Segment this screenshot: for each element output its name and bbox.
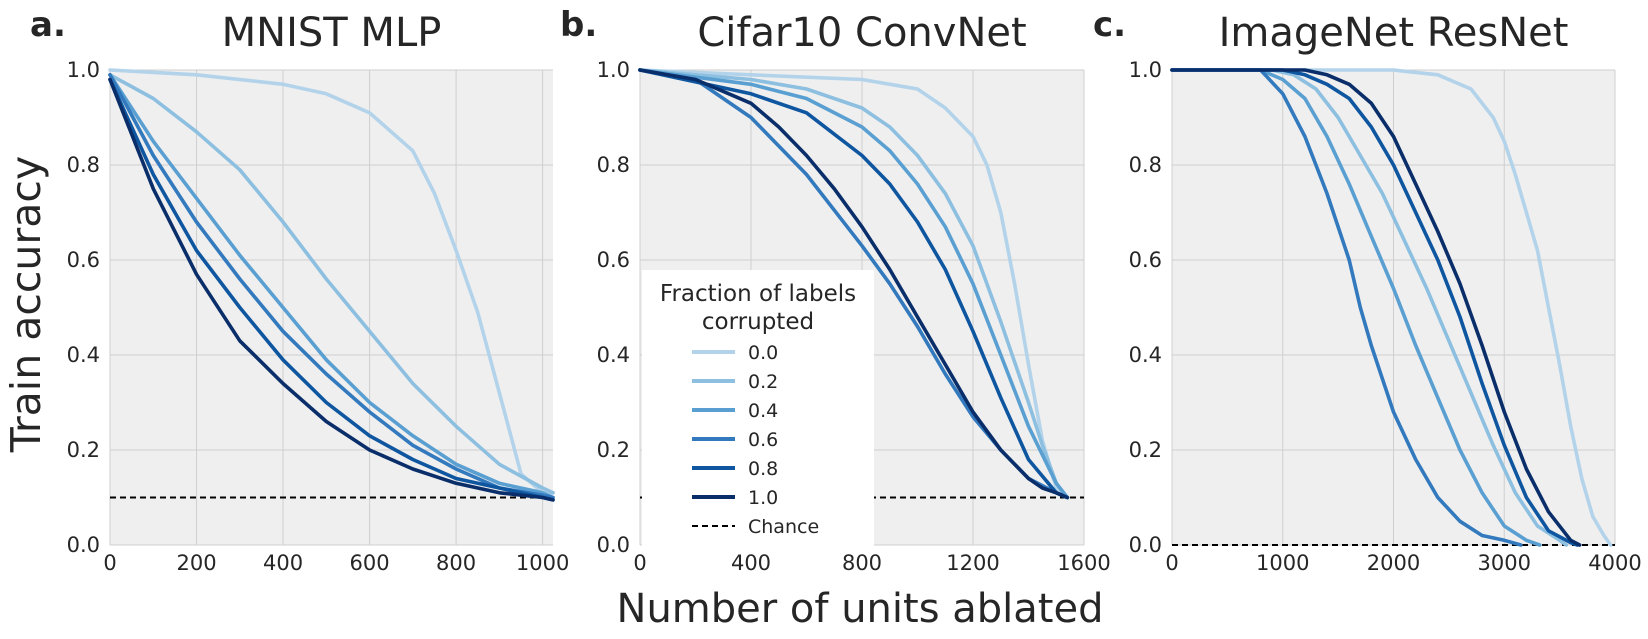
series-line-1.0: [108, 77, 555, 502]
legend-label-0.0: 0.0: [748, 342, 778, 364]
series-line-0.0: [1170, 68, 1613, 547]
series-line-0.8: [108, 77, 555, 502]
y-tick-label: 1.0: [67, 58, 100, 82]
x-tick-label: 400: [263, 551, 303, 575]
series-line-0.4: [638, 68, 1070, 500]
x-tick-label: 0: [103, 551, 116, 575]
panel-label: b.: [560, 5, 597, 45]
y-tick-label: 0.2: [597, 438, 630, 462]
panel-title: ImageNet ResNet: [1219, 10, 1569, 56]
y-tick-label: 0.4: [1129, 343, 1162, 367]
x-tick-label: 600: [350, 551, 390, 575]
legend-label-chance: Chance: [748, 516, 819, 538]
y-tick-label: 0.0: [67, 533, 100, 557]
x-tick-label: 2000: [1367, 551, 1420, 575]
x-tick-label: 1200: [946, 551, 999, 575]
y-tick-label: 0.0: [1129, 533, 1162, 557]
x-tick-label: 1000: [516, 551, 569, 575]
x-tick-label: 800: [842, 551, 882, 575]
panel-3: 0 1000 2000 3000 4000 0.0 0.2 0.4 0.6 0.8 1.0 Image…: [1093, 5, 1642, 575]
x-tick-label: 1600: [1057, 551, 1110, 575]
x-tick-label: 4000: [1588, 551, 1641, 575]
y-tick-label: 0.6: [67, 248, 100, 272]
x-axis-label: Number of units ablated: [617, 586, 1104, 632]
series-line-0.0: [108, 68, 555, 495]
y-axis-label: Train accuracy: [2, 156, 50, 453]
plot-background: [110, 70, 553, 545]
panel-title: MNIST MLP: [222, 10, 442, 56]
series-line-0.6: [1170, 68, 1523, 547]
series-line-0.4: [108, 73, 555, 500]
y-tick-label: 0.8: [1129, 153, 1162, 177]
y-tick-label: 0.0: [597, 533, 630, 557]
y-tick-label: 0.6: [1129, 248, 1162, 272]
legend-label-0.8: 0.8: [748, 458, 778, 480]
y-tick-label: 0.6: [597, 248, 630, 272]
x-tick-label: 200: [176, 551, 216, 575]
y-tick-label: 0.4: [67, 343, 100, 367]
y-tick-label: 0.4: [597, 343, 630, 367]
y-tick-label: 1.0: [1129, 58, 1162, 82]
y-tick-label: 0.8: [67, 153, 100, 177]
panel-title: Cifar10 ConvNet: [697, 10, 1026, 56]
x-tick-label: 800: [436, 551, 476, 575]
y-tick-label: 1.0: [597, 58, 630, 82]
y-tick-label: 0.2: [67, 438, 100, 462]
series-line-1.0: [1170, 68, 1582, 547]
legend: Fraction of labels corrupted 0.00.20.40.…: [642, 270, 874, 548]
series-line-0.8: [1170, 68, 1580, 547]
legend-label-0.2: 0.2: [748, 371, 778, 393]
panel-1: 0 200 400 600 800 1000 0.0 0.2 0.4 0.6 0.8 1.0 MNIST…: [30, 5, 569, 575]
panel-label: a.: [30, 5, 66, 45]
legend-label-0.4: 0.4: [748, 400, 778, 422]
legend-title-line2: corrupted: [702, 309, 814, 335]
x-tick-label: 1000: [1256, 551, 1309, 575]
y-tick-label: 0.8: [597, 153, 630, 177]
legend-title-line1: Fraction of labels: [660, 281, 856, 307]
x-tick-label: 400: [731, 551, 771, 575]
series-line-0.2: [638, 68, 1070, 500]
series-line-0.4: [1170, 68, 1542, 547]
series-line-0.2: [1170, 68, 1569, 547]
x-tick-label: 0: [1165, 551, 1178, 575]
legend-label-0.6: 0.6: [748, 429, 778, 451]
x-tick-label: 3000: [1478, 551, 1531, 575]
legend-entries: 0.0 0.2 0.4 0.6 0.8 1.0 Chance: [692, 342, 819, 538]
series-line-0.8: [638, 68, 1070, 500]
legend-background: [642, 270, 874, 548]
x-tick-label: 0: [633, 551, 646, 575]
y-tick-label: 0.2: [1129, 438, 1162, 462]
series-line-1.0: [638, 68, 1070, 500]
legend-label-1.0: 1.0: [748, 487, 778, 509]
panel-label: c.: [1093, 5, 1126, 45]
series-line-0.2: [108, 73, 555, 495]
